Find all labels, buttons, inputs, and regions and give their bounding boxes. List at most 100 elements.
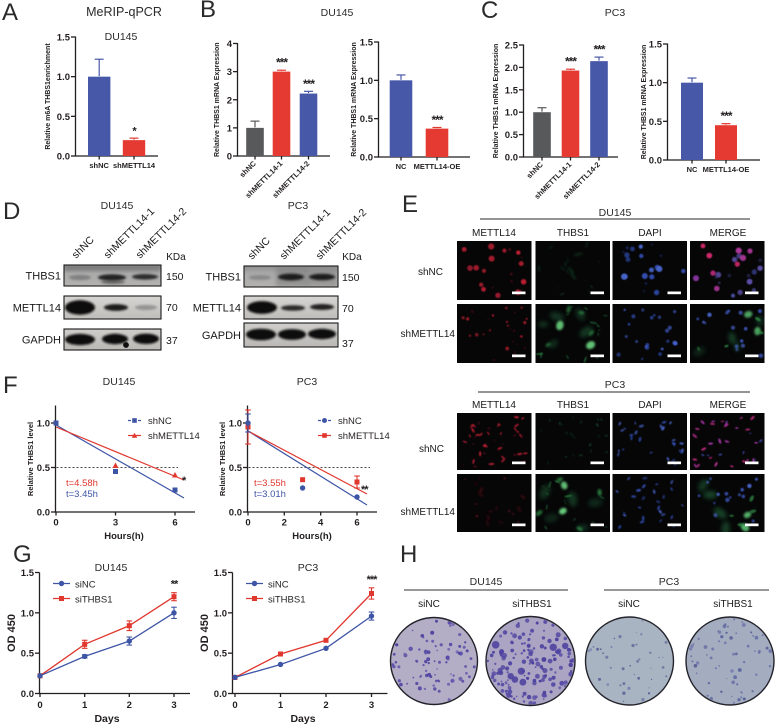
svg-text:MERGE: MERGE <box>710 228 747 239</box>
svg-text:t=3.45h: t=3.45h <box>66 489 98 500</box>
svg-text:3: 3 <box>113 518 118 529</box>
svg-text:0.0: 0.0 <box>37 508 50 519</box>
svg-text:1.5: 1.5 <box>505 85 519 96</box>
svg-text:1: 1 <box>278 700 284 711</box>
svg-text:NC: NC <box>687 165 698 174</box>
svg-text:THBS1: THBS1 <box>206 271 241 283</box>
svg-text:1.5: 1.5 <box>57 33 71 44</box>
svg-text:37: 37 <box>166 335 178 347</box>
svg-text:***: *** <box>593 43 605 57</box>
svg-text:37: 37 <box>342 338 354 350</box>
svg-text:METTL14: METTL14 <box>193 302 241 314</box>
svg-text:PC3: PC3 <box>297 376 318 388</box>
svg-text:DAPI: DAPI <box>638 228 661 239</box>
svg-text:150: 150 <box>166 271 184 283</box>
svg-text:PC3: PC3 <box>605 7 626 19</box>
svg-text:siNC: siNC <box>418 599 440 610</box>
svg-text:DU145: DU145 <box>321 7 354 19</box>
svg-text:shMETTL14: shMETTL14 <box>113 161 156 170</box>
svg-text:1.5: 1.5 <box>360 38 374 49</box>
svg-text:t=3.55h: t=3.55h <box>254 478 286 489</box>
svg-text:OD 450: OD 450 <box>6 614 18 652</box>
svg-text:DAPI: DAPI <box>638 400 661 411</box>
svg-text:0.5: 0.5 <box>21 649 35 660</box>
svg-text:1.0: 1.0 <box>649 78 662 89</box>
svg-text:1.5: 1.5 <box>21 568 35 579</box>
svg-text:shMETTL14: shMETTL14 <box>148 431 200 442</box>
svg-text:0.0: 0.0 <box>57 152 70 163</box>
svg-text:**: ** <box>361 484 369 496</box>
svg-text:1: 1 <box>82 700 88 711</box>
svg-text:**: ** <box>171 579 179 591</box>
svg-text:A: A <box>2 0 18 26</box>
svg-text:shNC: shNC <box>418 267 443 278</box>
svg-text:2: 2 <box>127 700 132 711</box>
svg-text:THBS1: THBS1 <box>26 270 61 282</box>
svg-text:Relative THBS1 mRNA Expression: Relative THBS1 mRNA Expression <box>641 45 648 160</box>
svg-text:DU145: DU145 <box>470 576 503 588</box>
svg-text:NC: NC <box>396 162 407 171</box>
svg-text:***: *** <box>431 113 443 127</box>
svg-text:2: 2 <box>323 700 328 711</box>
svg-text:METTL14: METTL14 <box>472 400 516 411</box>
svg-text:G: G <box>13 541 32 568</box>
svg-text:shNC: shNC <box>338 416 362 427</box>
svg-text:D: D <box>3 198 20 225</box>
svg-text:THBS1: THBS1 <box>557 228 590 239</box>
svg-text:KDa: KDa <box>166 252 186 263</box>
svg-text:Relative THBS1 mRNA Expression: Relative THBS1 mRNA Expression <box>214 43 221 158</box>
svg-text:DU145: DU145 <box>599 207 632 219</box>
svg-text:t=4.58h: t=4.58h <box>66 478 98 489</box>
svg-text:shNC: shNC <box>89 161 109 170</box>
svg-text:0.0: 0.0 <box>21 689 34 700</box>
svg-text:*: * <box>132 126 137 138</box>
svg-text:THBS1: THBS1 <box>557 400 590 411</box>
svg-text:C: C <box>481 0 498 24</box>
svg-text:Days: Days <box>94 713 119 725</box>
svg-text:1.0: 1.0 <box>360 76 373 87</box>
svg-text:3: 3 <box>171 700 176 711</box>
svg-text:siTHBS1: siTHBS1 <box>75 595 112 606</box>
svg-text:***: *** <box>303 77 315 91</box>
svg-text:shMETTL14: shMETTL14 <box>338 431 390 442</box>
svg-text:PC3: PC3 <box>659 576 680 588</box>
svg-text:Relative THBS1 level: Relative THBS1 level <box>26 422 35 496</box>
svg-text:6: 6 <box>354 518 359 529</box>
svg-text:shNC: shNC <box>419 444 444 455</box>
svg-text:1.0: 1.0 <box>214 608 227 619</box>
svg-text:PC3: PC3 <box>298 562 319 574</box>
svg-text:3: 3 <box>227 67 232 78</box>
svg-text:*: * <box>182 475 187 487</box>
svg-text:1.5: 1.5 <box>214 568 228 579</box>
svg-text:H: H <box>400 541 417 568</box>
svg-text:KDa: KDa <box>342 252 362 263</box>
svg-text:GAPDH: GAPDH <box>22 334 61 346</box>
svg-text:2.5: 2.5 <box>505 41 519 52</box>
svg-text:F: F <box>3 372 18 399</box>
svg-text:0.5: 0.5 <box>649 117 663 128</box>
svg-text:0: 0 <box>37 700 42 711</box>
svg-text:DU145: DU145 <box>103 376 136 388</box>
svg-text:0.5: 0.5 <box>360 114 374 125</box>
svg-text:0: 0 <box>227 152 232 163</box>
svg-text:shMETTL14: shMETTL14 <box>401 329 456 340</box>
svg-text:0: 0 <box>232 700 237 711</box>
svg-text:METTL14: METTL14 <box>13 302 61 314</box>
svg-text:0.5: 0.5 <box>214 649 228 660</box>
svg-text:1.0: 1.0 <box>229 419 242 430</box>
svg-text:E: E <box>402 191 418 218</box>
svg-text:0.0: 0.0 <box>214 689 227 700</box>
svg-text:METTL14: METTL14 <box>472 228 516 239</box>
svg-text:Hours(h): Hours(h) <box>292 531 332 542</box>
svg-text:DU145: DU145 <box>101 200 134 212</box>
svg-text:***: *** <box>565 55 577 69</box>
svg-text:2.0: 2.0 <box>505 63 518 74</box>
svg-text:1.0: 1.0 <box>37 419 50 430</box>
svg-text:2: 2 <box>227 95 232 106</box>
svg-text:shMETTL14: shMETTL14 <box>401 507 456 518</box>
svg-text:PC3: PC3 <box>288 200 309 212</box>
svg-text:MeRIP-qPCR: MeRIP-qPCR <box>86 5 162 19</box>
svg-text:PC3: PC3 <box>605 379 626 391</box>
svg-text:Relative m6A THBS1enrichment: Relative m6A THBS1enrichment <box>45 43 52 150</box>
svg-text:70: 70 <box>166 302 178 314</box>
